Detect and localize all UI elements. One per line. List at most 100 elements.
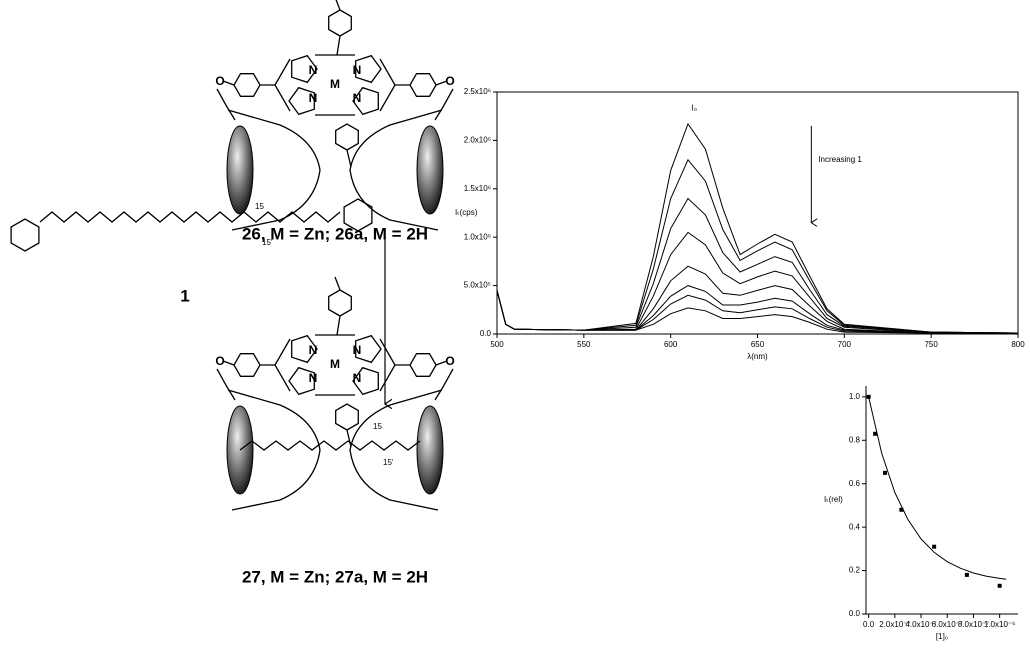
atom-label: N [309, 91, 318, 105]
x-tick-label: 800 [1011, 340, 1025, 349]
pyrrole-ring [352, 86, 379, 116]
cyclodextrin-cavity [226, 125, 254, 215]
spectrum-line [496, 290, 1018, 334]
aryl-ring [335, 123, 359, 151]
carotenoid-chain [239, 440, 421, 451]
atom-label: M [330, 357, 340, 371]
bond [395, 360, 454, 401]
compound-label: 1 [180, 286, 189, 305]
atom-label: M [330, 77, 340, 91]
atom-label: N [309, 343, 318, 357]
atom-label: N [353, 63, 362, 77]
y-tick-label: 0.2 [849, 566, 861, 575]
y-tick-label: 1.5x10⁶ [464, 184, 491, 193]
data-point [964, 572, 969, 577]
x-tick-label: 2.0x10⁻⁷ [879, 620, 910, 629]
end-ring [10, 218, 40, 252]
cyclodextrin [227, 109, 321, 231]
data-point [866, 394, 871, 399]
carotenoid-chain [39, 211, 341, 223]
y-tick-label: 2.0x10⁶ [464, 136, 491, 145]
axis-frame [496, 91, 1019, 335]
y-tick-label: 0.8 [849, 435, 861, 444]
x-tick-label: 500 [490, 340, 504, 349]
caption: 26, M = Zn; 26a, M = 2H [242, 224, 428, 243]
spectrum-line [496, 158, 1019, 334]
aryl-ring [233, 73, 261, 97]
spectrum-line [496, 231, 1018, 334]
data-point [873, 431, 878, 436]
y-tick-label: 0.4 [849, 522, 861, 531]
spectrum-line [496, 197, 1019, 334]
pyrrole-ring [355, 334, 382, 364]
end-ring [343, 198, 373, 232]
cyclodextrin [349, 389, 443, 511]
x-axis-label: λ(nm) [747, 352, 768, 361]
pyrrole-ring [291, 54, 318, 84]
spectrum-line [496, 265, 1018, 334]
cyclodextrin-cavity [416, 405, 444, 495]
x-tick-label: 650 [751, 340, 765, 349]
cyclodextrin-cavity [416, 125, 444, 215]
bond [346, 149, 352, 168]
atom-label: O [445, 354, 454, 368]
y-tick-label: 5.0x10⁵ [464, 281, 491, 290]
fit-curve [868, 396, 1007, 580]
cyclodextrin [227, 389, 321, 511]
atom-label: N [353, 343, 362, 357]
y-tick-label: 2.5x10⁶ [464, 87, 491, 96]
atom-label: N [353, 91, 362, 105]
bond [216, 80, 275, 121]
x-tick-label: 0.0 [863, 620, 875, 629]
axis-frame [865, 386, 1018, 615]
cyclodextrin [349, 109, 443, 231]
x-tick-label: 700 [838, 340, 852, 349]
spectrum-line [496, 290, 1018, 334]
x-tick-label: 550 [577, 340, 591, 349]
pyrrole-ring [355, 54, 382, 84]
locant: 15' [383, 458, 394, 467]
aryl-ring [409, 73, 437, 97]
pyrrole-ring [288, 86, 315, 116]
atom-label: O [215, 354, 224, 368]
pyrrole-ring [352, 366, 379, 396]
bond [346, 429, 352, 448]
x-tick-label: 6.0x10⁻⁷ [932, 620, 963, 629]
pyrrole-ring [288, 366, 315, 396]
aryl-ring [233, 353, 261, 377]
atom-label: O [445, 74, 454, 88]
pyrrole-ring [291, 334, 318, 364]
data-point [932, 544, 937, 549]
y-axis-label: Iₜ(rel) [824, 495, 843, 504]
aryl-ring [409, 353, 437, 377]
y-tick-label: 0.0 [480, 329, 492, 338]
atom-label: N [309, 63, 318, 77]
locant: 15 [255, 202, 264, 211]
atom-label: O [215, 74, 224, 88]
x-tick-label: 8.0x10⁻⁷ [958, 620, 989, 629]
bond [335, 0, 341, 56]
caption: 27, M = Zn; 27a, M = 2H [242, 567, 428, 586]
aryl-ring [328, 289, 352, 317]
x-tick-label: 750 [924, 340, 938, 349]
data-point [997, 583, 1002, 588]
x-tick-label: 4.0x10⁻⁷ [905, 620, 936, 629]
annotation: Increasing 1 [818, 155, 862, 164]
data-point [899, 507, 904, 512]
data-point [883, 470, 887, 475]
annotation: I₀ [692, 104, 698, 113]
y-tick-label: 0.0 [849, 609, 861, 618]
aryl-ring [328, 9, 352, 37]
y-tick-label: 1.0 [849, 392, 861, 401]
locant: 15 [373, 422, 382, 431]
bond [334, 276, 341, 336]
x-tick-label: 600 [664, 340, 678, 349]
y-tick-label: 0.6 [849, 479, 861, 488]
bond [216, 360, 275, 401]
locant: 15' [262, 238, 273, 247]
x-tick-label: 1.0x10⁻⁶ [984, 620, 1016, 629]
atom-label: N [309, 371, 318, 385]
y-tick-label: 1.0x10⁶ [464, 232, 491, 241]
bond [395, 80, 454, 121]
